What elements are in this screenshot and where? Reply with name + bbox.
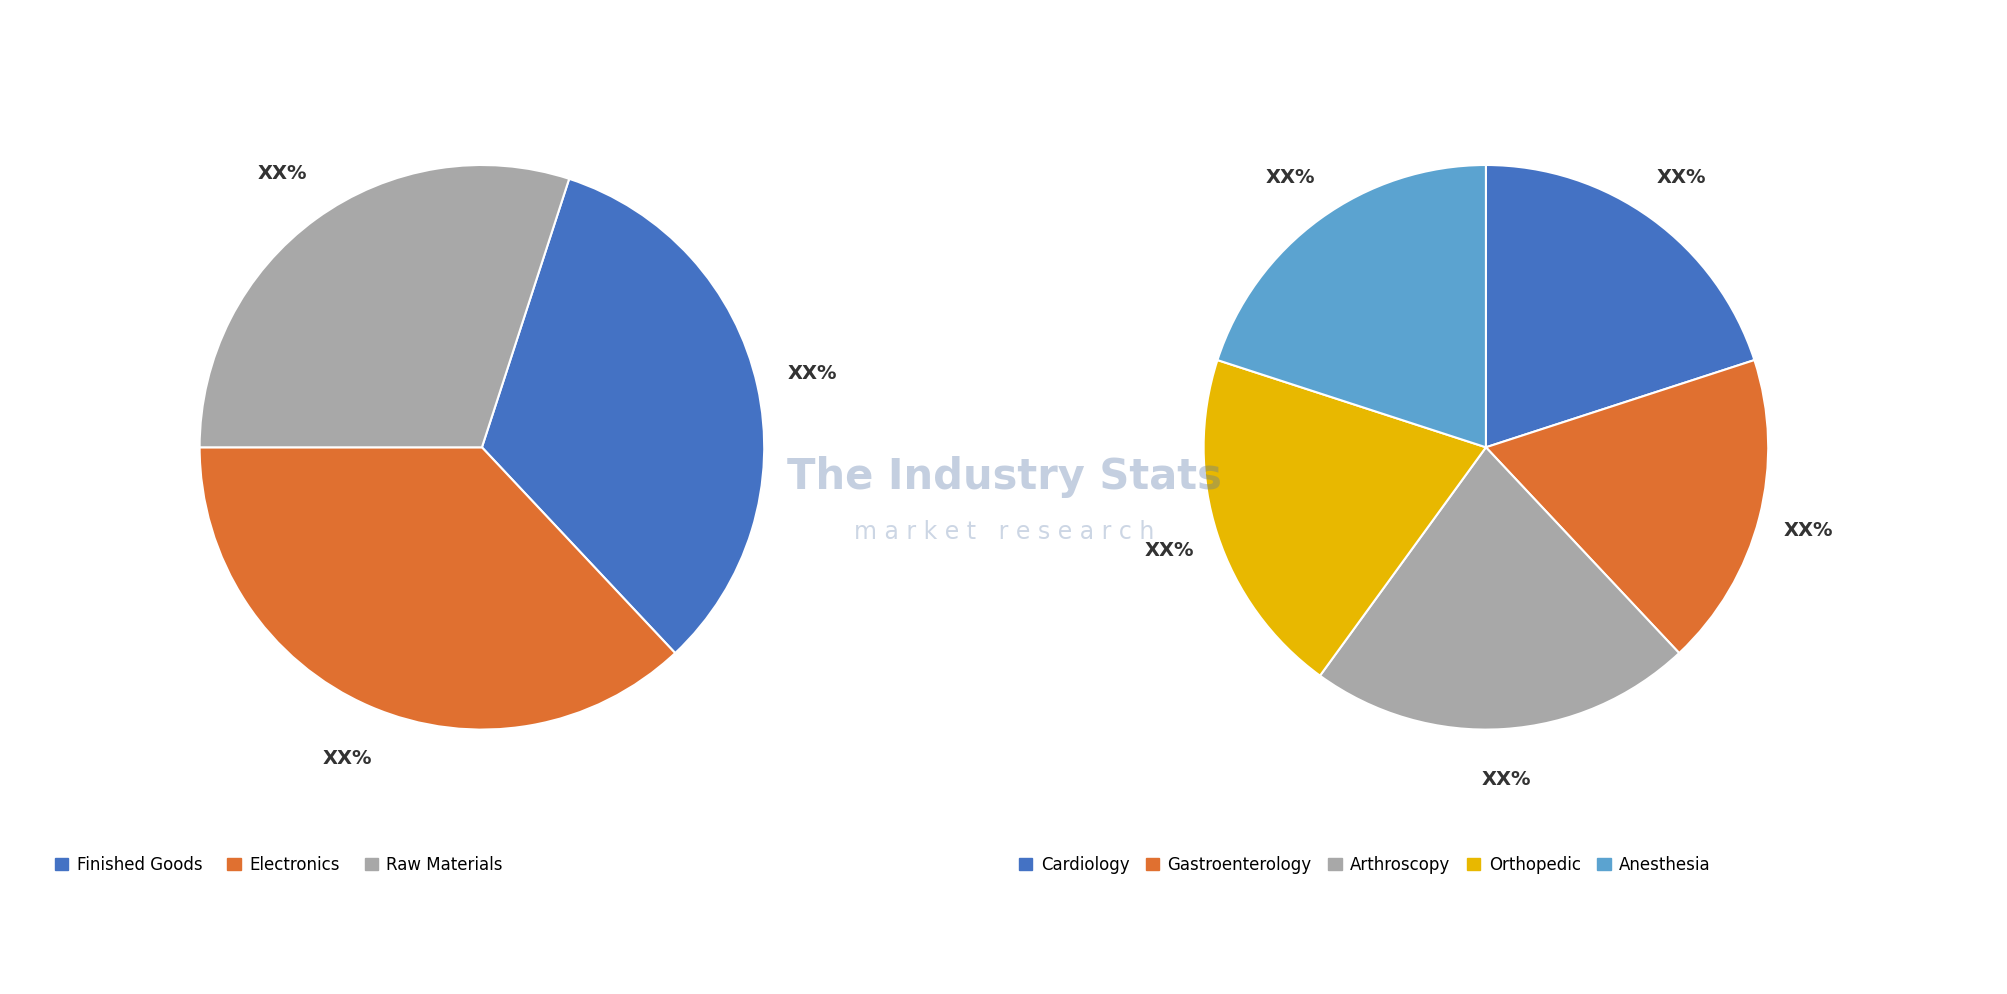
Text: XX%: XX% [1782, 521, 1832, 540]
Wedge shape [1485, 360, 1768, 653]
Text: XX%: XX% [1481, 770, 1531, 789]
Text: Fig. Global Medical Device Contract Manufacturing Market Share by Product Types : Fig. Global Medical Device Contract Manu… [30, 35, 1397, 60]
Text: Source: Theindustrystats Analysis: Source: Theindustrystats Analysis [30, 942, 349, 961]
Wedge shape [199, 447, 674, 730]
Wedge shape [199, 165, 568, 447]
Text: XX%: XX% [259, 164, 307, 183]
Text: XX%: XX% [323, 748, 371, 767]
Wedge shape [1202, 360, 1485, 676]
Wedge shape [1216, 165, 1485, 447]
Wedge shape [482, 179, 765, 653]
Wedge shape [1319, 447, 1678, 730]
Text: XX%: XX% [1656, 168, 1706, 187]
Text: XX%: XX% [1144, 541, 1194, 560]
Text: XX%: XX% [1264, 168, 1315, 187]
Wedge shape [1485, 165, 1754, 447]
Text: Website: www.theindustrystats.com: Website: www.theindustrystats.com [1405, 942, 1746, 961]
Legend: Cardiology, Gastroenterology, Arthroscopy, Orthopedic, Anesthesia: Cardiology, Gastroenterology, Arthroscop… [1012, 849, 1716, 881]
Text: m a r k e t   r e s e a r c h: m a r k e t r e s e a r c h [853, 520, 1154, 544]
Text: XX%: XX% [787, 364, 837, 383]
Text: The Industry Stats: The Industry Stats [787, 456, 1220, 498]
Text: Email: sales@theindustrystats.com: Email: sales@theindustrystats.com [743, 942, 1072, 961]
